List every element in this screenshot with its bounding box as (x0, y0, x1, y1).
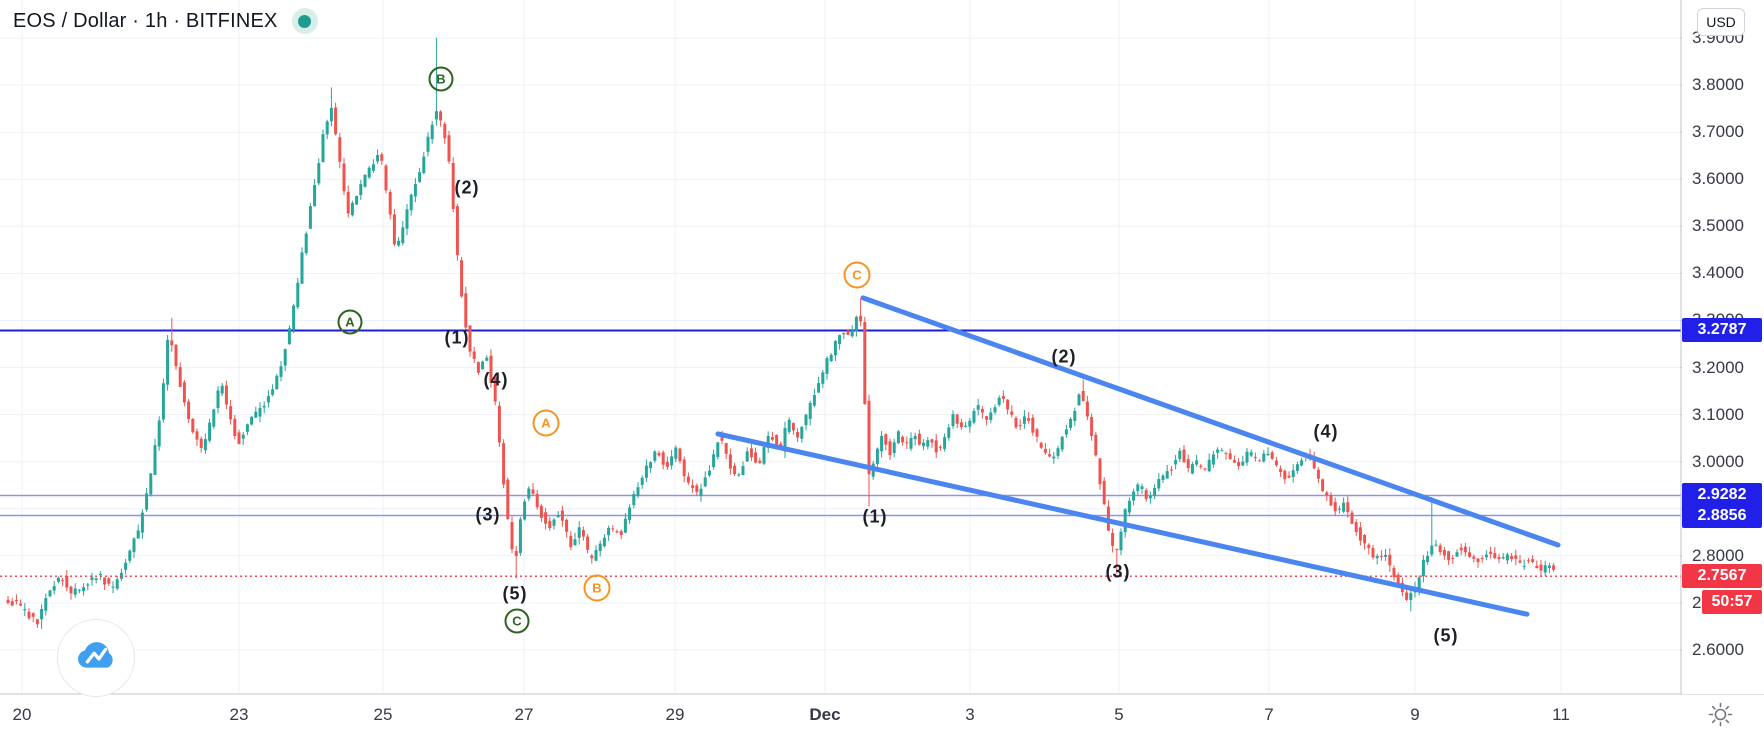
time-tick-label: 27 (514, 705, 534, 724)
time-tick-label: 7 (1264, 705, 1274, 724)
time-tick-label: 25 (373, 705, 393, 724)
tradingview-cloud-icon (78, 642, 113, 668)
symbol-title: EOS / Dollar · 1h · BITFINEX (13, 9, 278, 32)
price-tick-label: 3.0000 (1692, 451, 1744, 471)
price-tick-label: 2.8000 (1692, 545, 1744, 565)
elliott-circled-label[interactable]: A (337, 309, 363, 335)
currency-toggle-button[interactable]: USD (1697, 8, 1745, 36)
price-tick-label: 3.7000 (1692, 122, 1744, 142)
price-level-badge: 3.2787 (1682, 318, 1762, 343)
sun-icon[interactable] (1707, 701, 1734, 728)
symbol-header[interactable]: EOS / Dollar · 1h · BITFINEX (13, 8, 318, 34)
elliott-circled-label[interactable]: C (504, 608, 530, 634)
elliott-circled-label[interactable]: C (843, 261, 871, 289)
price-level-badge: 2.8856 (1682, 503, 1762, 528)
price-tick-label: 3.4000 (1692, 263, 1744, 283)
tradingview-logo[interactable] (57, 619, 135, 697)
elliott-circled-label[interactable]: B (428, 66, 454, 92)
market-status-dot (298, 14, 312, 28)
elliott-circled-label[interactable]: A (532, 409, 560, 437)
time-tick-label: 20 (12, 705, 32, 724)
currency-toggle-label: USD (1706, 14, 1736, 30)
elliott-wave-label[interactable]: (5) (1433, 625, 1459, 646)
elliott-wave-label[interactable]: (4) (483, 369, 509, 390)
time-tick-label: 9 (1410, 705, 1420, 724)
bar-countdown-badge: 50:57 (1702, 590, 1762, 615)
elliott-wave-label[interactable]: (5) (502, 583, 528, 604)
time-tick-label: 5 (1114, 705, 1124, 724)
price-tick-label: 3.6000 (1692, 169, 1744, 189)
price-level-badge: 2.9282 (1682, 483, 1762, 508)
elliott-circled-label[interactable]: B (583, 574, 611, 602)
time-tick-label: 23 (229, 705, 249, 724)
elliott-wave-label[interactable]: (1) (862, 506, 888, 527)
time-tick-label: 29 (665, 705, 685, 724)
price-tick-label: 3.1000 (1692, 404, 1744, 424)
elliott-wave-label[interactable]: (3) (1105, 561, 1131, 582)
elliott-wave-label[interactable]: (3) (475, 504, 501, 525)
price-tick-label: 3.5000 (1692, 216, 1744, 236)
elliott-wave-label[interactable]: (4) (1313, 421, 1339, 442)
elliott-wave-label[interactable]: (2) (454, 177, 480, 198)
price-scale[interactable]: 3.90003.80003.70003.60003.50003.40003.30… (1682, 0, 1764, 694)
price-tick-label: 2.6000 (1692, 640, 1744, 659)
elliott-wave-label[interactable]: (1) (444, 327, 470, 348)
price-tick-label: 3.8000 (1692, 75, 1744, 95)
time-tick-label: 3 (965, 705, 975, 724)
elliott-wave-label[interactable]: (2) (1051, 346, 1077, 367)
price-level-badge: 2.7567 (1682, 564, 1762, 589)
time-axis[interactable]: 20 23 25 27 29 Dec 3 5 7 9 11 (0, 695, 1764, 734)
time-tick-label: Dec (809, 705, 841, 724)
price-tick-label: 3.2000 (1692, 357, 1744, 377)
time-tick-label: 11 (1552, 705, 1570, 724)
market-status-halo (291, 8, 318, 34)
